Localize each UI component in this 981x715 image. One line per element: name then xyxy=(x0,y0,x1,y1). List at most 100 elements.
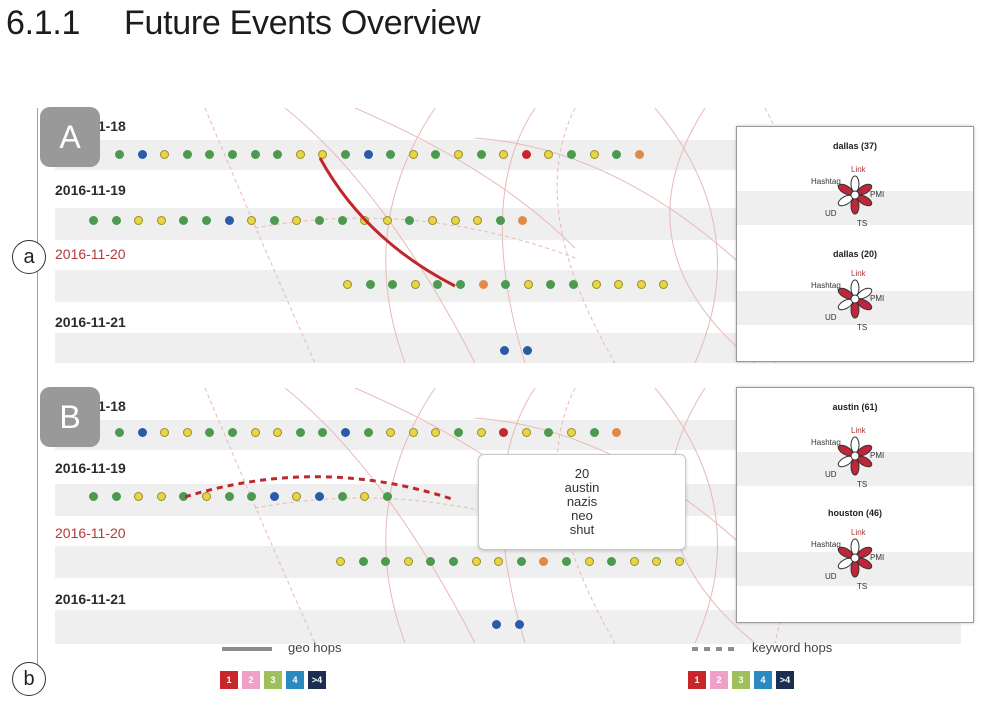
event-dot[interactable] xyxy=(247,216,257,225)
event-dot[interactable] xyxy=(476,428,486,437)
event-dot[interactable] xyxy=(273,428,283,437)
event-dot[interactable] xyxy=(318,150,328,159)
event-dot[interactable] xyxy=(591,280,601,289)
event-dot[interactable] xyxy=(516,557,526,566)
event-dot[interactable] xyxy=(449,557,458,566)
event-dot[interactable] xyxy=(546,280,556,289)
event-dot[interactable] xyxy=(428,216,437,225)
event-dot[interactable] xyxy=(337,216,347,225)
event-dot[interactable] xyxy=(337,492,347,501)
event-dot[interactable] xyxy=(273,150,283,159)
event-dot[interactable] xyxy=(179,216,189,225)
event-dot[interactable] xyxy=(675,557,684,566)
event-dot[interactable] xyxy=(405,216,415,225)
event-dot[interactable] xyxy=(365,280,375,289)
event-dot[interactable] xyxy=(269,216,279,225)
event-dot[interactable] xyxy=(614,280,624,289)
event-dot[interactable] xyxy=(426,557,436,566)
event-dot[interactable] xyxy=(205,428,215,437)
event-dot[interactable] xyxy=(111,492,121,501)
event-dot[interactable] xyxy=(182,428,192,437)
event-dot[interactable] xyxy=(89,216,98,225)
event-dot[interactable] xyxy=(250,150,260,159)
event-dot[interactable] xyxy=(584,557,594,566)
event-dot[interactable] xyxy=(134,492,144,501)
event-dot[interactable] xyxy=(500,346,509,355)
event-dot[interactable] xyxy=(523,280,533,289)
event-dot[interactable] xyxy=(521,150,531,159)
event-dot[interactable] xyxy=(544,428,554,437)
event-dot[interactable] xyxy=(160,428,170,437)
event-dot[interactable] xyxy=(521,428,531,437)
event-dot[interactable] xyxy=(343,280,352,289)
event-dot[interactable] xyxy=(522,346,532,355)
event-dot[interactable] xyxy=(224,216,234,225)
event-dot[interactable] xyxy=(336,557,345,566)
event-dot[interactable] xyxy=(115,150,124,159)
event-dot[interactable] xyxy=(182,150,192,159)
event-dot[interactable] xyxy=(501,280,511,289)
event-dot[interactable] xyxy=(634,150,644,159)
event-dot[interactable] xyxy=(269,492,279,501)
event-dot[interactable] xyxy=(456,280,465,289)
event-dot[interactable] xyxy=(567,150,576,159)
event-dot[interactable] xyxy=(494,557,504,566)
event-dot[interactable] xyxy=(386,428,396,437)
event-dot[interactable] xyxy=(318,428,328,437)
glyph-card-a[interactable]: dallas (37) dallas (20) Link Hashtag PMI UD… xyxy=(736,126,974,362)
event-dot[interactable] xyxy=(454,150,463,159)
event-dot[interactable] xyxy=(612,150,622,159)
event-dot[interactable] xyxy=(363,150,373,159)
event-dot[interactable] xyxy=(156,492,166,501)
event-dot[interactable] xyxy=(156,216,166,225)
event-dot[interactable] xyxy=(382,492,392,501)
event-dot[interactable] xyxy=(431,428,441,437)
event-dot[interactable] xyxy=(636,280,646,289)
event-dot[interactable] xyxy=(295,428,305,437)
event-dot[interactable] xyxy=(228,428,237,437)
event-dot[interactable] xyxy=(652,557,662,566)
event-dot[interactable] xyxy=(137,428,147,437)
event-dot[interactable] xyxy=(292,492,302,501)
event-dot[interactable] xyxy=(607,557,617,566)
event-dot[interactable] xyxy=(89,492,98,501)
event-dot[interactable] xyxy=(499,428,509,437)
event-dot[interactable] xyxy=(292,216,302,225)
event-dot[interactable] xyxy=(499,150,509,159)
event-dot[interactable] xyxy=(518,216,528,225)
event-dot[interactable] xyxy=(476,150,486,159)
event-dot[interactable] xyxy=(134,216,144,225)
event-dot[interactable] xyxy=(589,150,599,159)
event-dot[interactable] xyxy=(382,216,392,225)
event-dot[interactable] xyxy=(111,216,121,225)
event-dot[interactable] xyxy=(539,557,549,566)
event-dot[interactable] xyxy=(569,280,578,289)
event-dot[interactable] xyxy=(473,216,483,225)
event-dot[interactable] xyxy=(514,620,524,629)
event-dot[interactable] xyxy=(433,280,443,289)
event-dot[interactable] xyxy=(202,492,211,501)
event-dot[interactable] xyxy=(478,280,488,289)
event-dot[interactable] xyxy=(160,150,170,159)
event-dot[interactable] xyxy=(659,280,669,289)
event-dot[interactable] xyxy=(224,492,234,501)
event-dot[interactable] xyxy=(115,428,124,437)
event-dot[interactable] xyxy=(386,150,396,159)
event-dot[interactable] xyxy=(295,150,305,159)
event-dot[interactable] xyxy=(205,150,215,159)
event-dot[interactable] xyxy=(612,428,622,437)
event-dot[interactable] xyxy=(247,492,257,501)
event-dot[interactable] xyxy=(388,280,398,289)
event-dot[interactable] xyxy=(567,428,576,437)
event-dot[interactable] xyxy=(179,492,189,501)
event-dot[interactable] xyxy=(202,216,211,225)
event-dot[interactable] xyxy=(471,557,481,566)
glyph-card-b[interactable]: austin (61) houston (46) Link Hashtag PMI U… xyxy=(736,387,974,623)
event-dot[interactable] xyxy=(454,428,463,437)
event-dot[interactable] xyxy=(228,150,237,159)
event-dot[interactable] xyxy=(341,150,350,159)
event-dot[interactable] xyxy=(358,557,368,566)
event-dot[interactable] xyxy=(544,150,554,159)
event-dot[interactable] xyxy=(403,557,413,566)
event-dot[interactable] xyxy=(589,428,599,437)
